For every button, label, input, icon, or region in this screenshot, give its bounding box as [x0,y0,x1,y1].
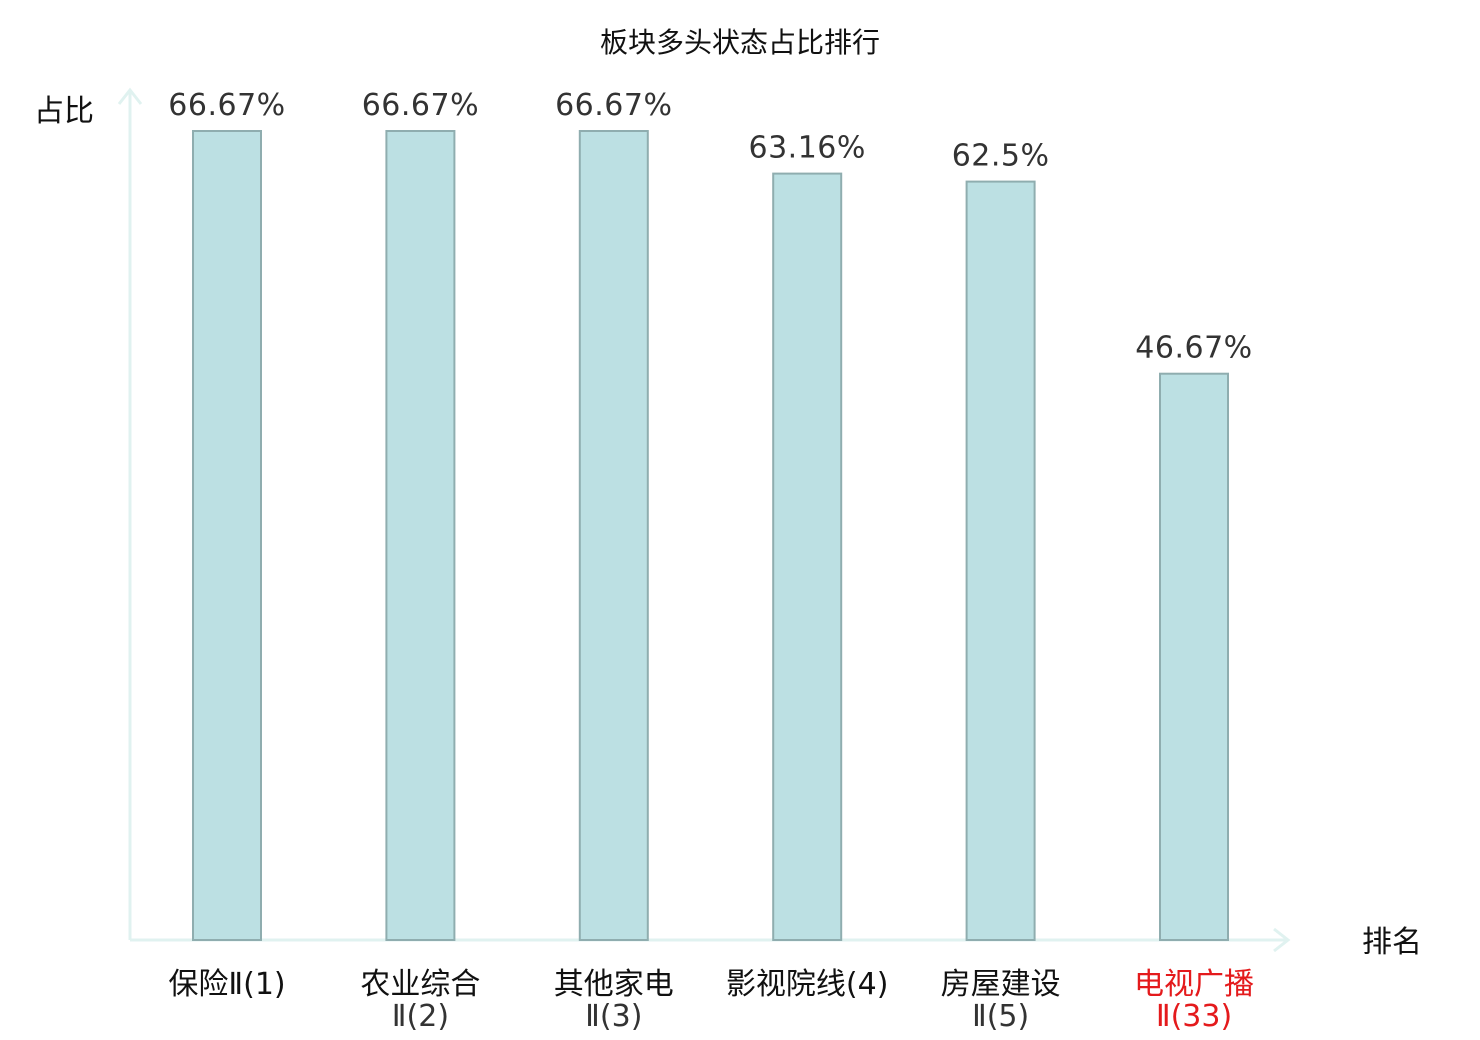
bar-3 [578,130,649,941]
value-label-1: 66.67% [168,88,285,123]
value-label-3: 66.67% [555,88,672,123]
category-label-4: 影视院线(4) [726,967,889,1002]
bar-1 [192,130,262,941]
bars-group [192,130,1229,942]
category-label-3-line-1: 其他家电 [554,967,674,1002]
value-labels-group: 66.67% 66.67% 66.67% 63.16% 62.5% 46.67% [168,88,1252,366]
category-label-3-line-2: Ⅱ(3) [585,999,642,1034]
x-axis [130,927,1291,953]
category-label-6-line-1: 电视广播 [1134,967,1254,1002]
x-axis-arrow [1273,927,1291,953]
value-label-6: 46.67% [1135,331,1252,366]
bar-5 [965,180,1036,942]
value-label-5: 62.5% [952,139,1050,174]
y-axis [117,87,143,940]
bar-4 [772,172,843,942]
bar-2 [385,130,456,941]
chart-title: 板块多头状态占比排行 [600,26,880,59]
category-label-5-line-1: 房屋建设 [941,967,1061,1002]
category-label-2-line-1: 农业综合 [360,967,480,1002]
value-label-4: 63.16% [749,131,866,166]
bar-6 [1159,372,1229,941]
y-axis-arrow [117,87,143,105]
category-label-5-line-2: Ⅱ(5) [972,999,1029,1034]
value-label-2: 66.67% [362,88,479,123]
category-label-1: 保险Ⅱ(1) [168,967,285,1002]
category-label-6-line-2: Ⅱ(33) [1156,999,1232,1034]
x-axis-label: 排名 [1362,925,1422,960]
y-axis-label: 占比 [34,94,94,129]
category-label-2-line-2: Ⅱ(2) [392,999,449,1034]
